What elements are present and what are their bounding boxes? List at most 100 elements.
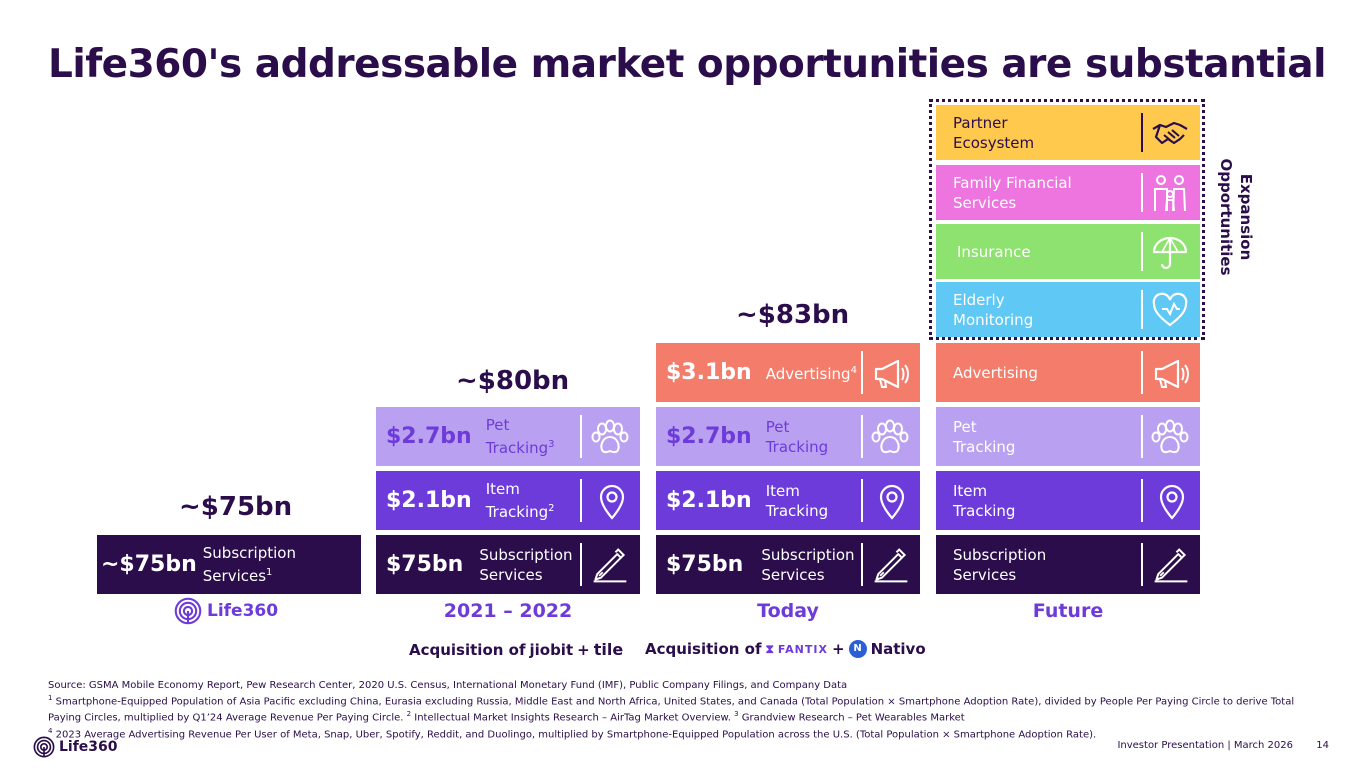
acquisition-prefix: Acquisition of (645, 640, 762, 658)
total-label-col3: ~$83bn (736, 300, 850, 330)
divider (1141, 173, 1143, 212)
bar-category-label: Subscription Services1 (203, 543, 296, 586)
footnote-mark: 2 (406, 710, 412, 719)
presentation-label: Investor Presentation | March 2026 (1117, 740, 1293, 751)
page-title: Life360's addressable market opportuniti… (48, 42, 1326, 87)
footnote-mark: 1 (48, 694, 53, 702)
expansion-opportunities-box (929, 99, 1205, 340)
life360-logo-icon (33, 736, 55, 758)
divider (861, 415, 863, 458)
label-line-1: Item (485, 480, 520, 498)
label-line-1: Partner (953, 113, 1008, 132)
footnote-text: Intellectual Market Insights Research – … (411, 712, 735, 724)
bar-category-label: Subscription Services (479, 545, 572, 585)
label-line-2: Services (761, 565, 825, 584)
source-note: Source: GSMA Mobile Economy Report, Pew … (48, 680, 848, 691)
bar-value-label: $2.7bn (666, 424, 752, 449)
divider (580, 543, 582, 586)
divider (861, 479, 863, 522)
bar-value-label: $75bn (386, 552, 464, 577)
bar-col3-pet-tracking: $2.7bn Pet Tracking (656, 407, 920, 466)
bar-col4-elderly-monitoring: Elderly Monitoring (936, 282, 1200, 337)
bar-col2-item-tracking: $2.1bn Item Tracking2 (376, 471, 640, 530)
megaphone-icon (1154, 359, 1190, 389)
label-line-1: Subscription (761, 545, 855, 564)
bar-col1-subscription: ~$75bn Subscription Services1 (97, 535, 361, 594)
bar-category-label: Subscription Services (761, 545, 854, 585)
footer-logo-text: Life360 (59, 739, 118, 755)
footnote-mark: 4 (48, 726, 53, 735)
paw-icon (1151, 419, 1189, 454)
umbrella-icon (1152, 236, 1188, 270)
label-line-2: Tracking (765, 437, 829, 456)
page-number: 14 (1316, 740, 1329, 751)
handshake-icon (1151, 121, 1189, 145)
divider (580, 479, 582, 522)
bar-value-label: $3.1bn (666, 360, 752, 385)
label-line-2: Monitoring (953, 310, 1034, 329)
bar-col4-family-financial: Family Financial Services (936, 165, 1200, 220)
bar-col3-item-tracking: $2.1bn Item Tracking (656, 471, 920, 530)
divider (580, 415, 582, 458)
nativo-logo: Nativo (870, 640, 926, 658)
label-line-1: Item (953, 481, 988, 500)
divider (1141, 290, 1143, 329)
bar-category-label: Pet Tracking (766, 417, 828, 457)
label-line-2: Tracking (953, 501, 1016, 520)
logo-text: Life360 (207, 601, 279, 621)
expansion-label-text: Expansion Opportunities (1216, 152, 1256, 282)
bar-col4-item-tracking: Item Tracking (936, 471, 1200, 530)
location-pin-icon (879, 484, 905, 520)
label-line-1: Subscription (202, 544, 296, 562)
bar-col2-pet-tracking: $2.7bn Pet Tracking3 (376, 407, 640, 466)
footnote-mark: 3 (548, 439, 555, 450)
footnotes: Source: GSMA Mobile Economy Report, Pew … (48, 679, 1318, 741)
period-label-col4: Future (1032, 600, 1104, 622)
expansion-line-2: Opportunities (1217, 158, 1235, 276)
jiobit-logo: jiobit (529, 640, 574, 659)
footnote-mark: 4 (850, 365, 857, 376)
fantix-icon: ⧗ (765, 641, 774, 656)
label-line-2: Tracking (765, 501, 829, 520)
pen-icon (873, 548, 909, 583)
bar-category-label: Subscription Services (953, 545, 1046, 585)
acquisition-1: Acquisition of jiobit + tile (409, 640, 623, 659)
bar-category-label: Insurance (957, 242, 1031, 261)
bar-value-label: $2.1bn (666, 488, 752, 513)
total-label-col1: ~$75bn (179, 492, 293, 522)
label-line-1: Pet (485, 416, 510, 434)
bar-value-label: ~$75bn (101, 552, 197, 577)
label-line-2: Services (479, 565, 543, 584)
label-line-2: Tracking (953, 437, 1016, 456)
megaphone-icon (874, 359, 910, 389)
bar-category-label: Pet Tracking3 (486, 415, 555, 458)
total-label-col2: ~$80bn (456, 366, 570, 396)
footnote-mark: 1 (266, 567, 273, 578)
bar-category-label: Advertising (953, 363, 1038, 382)
label-line-1: Subscription (953, 545, 1047, 564)
label-line-1: Item (765, 481, 800, 500)
bar-value-label: $2.1bn (386, 488, 472, 513)
acquisition-2: Acquisition of ⧗ FANTIX + N Nativo (645, 640, 926, 658)
footnote-1-3: 1 Smartphone-Equipped Population of Asia… (48, 692, 1318, 725)
bar-col4-advertising: Advertising (936, 343, 1200, 402)
divider (1141, 232, 1143, 271)
bar-col4-pet-tracking: Pet Tracking (936, 407, 1200, 466)
plus-sign: + (577, 640, 590, 659)
label-line-2: Services (202, 567, 267, 585)
bar-category-label: Advertising4 (766, 361, 857, 384)
bar-col4-insurance: Insurance (936, 224, 1200, 279)
label-line-2: Tracking (485, 439, 549, 457)
fantix-logo: FANTIX (777, 642, 828, 656)
bar-category-label: Family Financial Services (953, 173, 1072, 213)
footnote-text: Grandview Research – Pet Wearables Marke… (738, 712, 965, 724)
bar-value-label: $2.7bn (386, 424, 472, 449)
footnote-text: 2023 Average Advertising Revenue Per Use… (52, 728, 1097, 740)
footer-logo: Life360 (33, 736, 118, 758)
life360-logo-period: Life360 (174, 597, 278, 625)
label-line-2: Services (953, 193, 1017, 212)
bar-category-label: Pet Tracking (953, 417, 1015, 457)
period-label-col3: Today (757, 600, 819, 622)
label-line-1: Subscription (479, 545, 573, 564)
footnote-text: Smartphone-Equipped Population of Asia P… (48, 696, 1295, 724)
